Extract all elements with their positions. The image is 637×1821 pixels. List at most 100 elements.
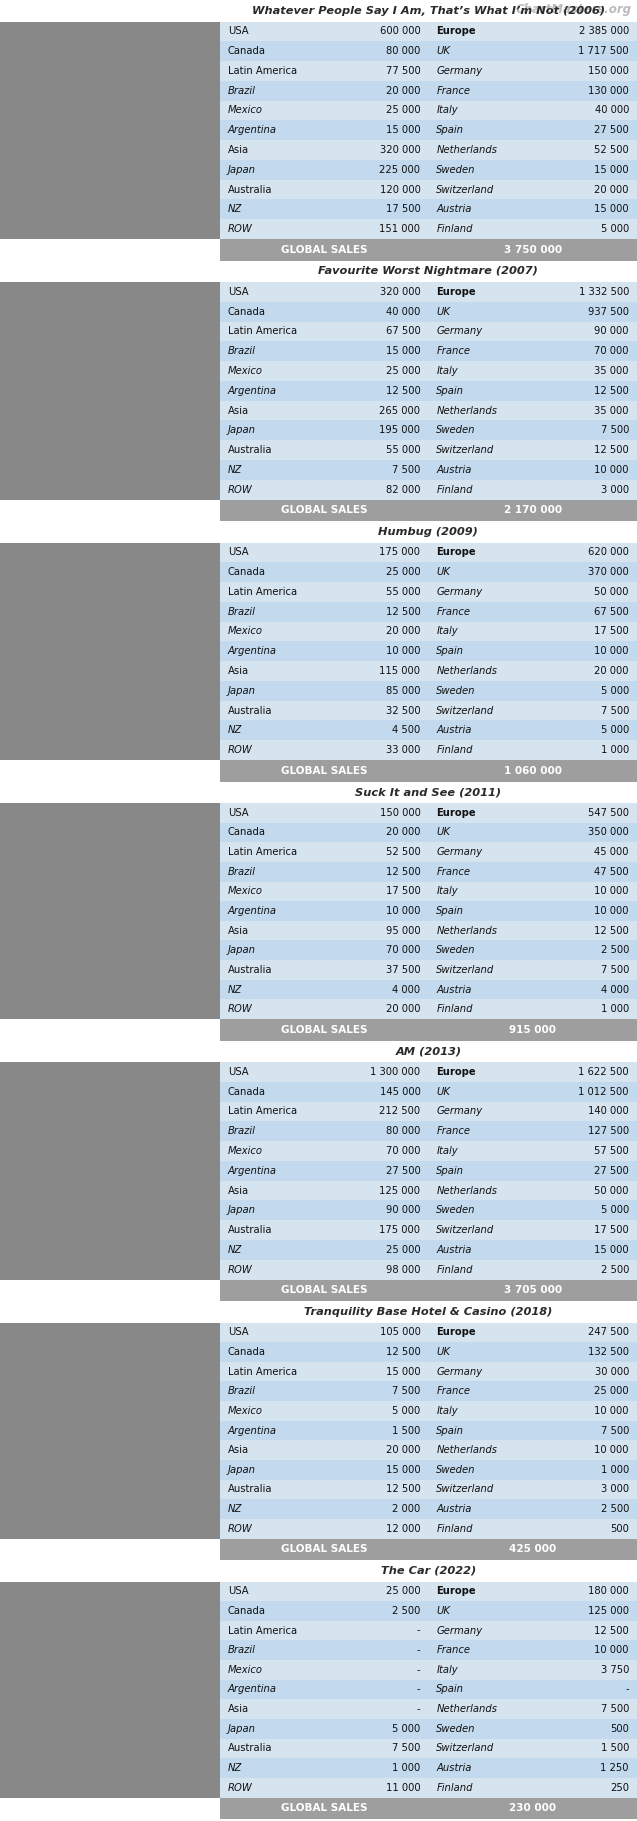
- Bar: [429, 22, 637, 42]
- Text: Netherlands: Netherlands: [436, 1185, 497, 1196]
- Text: 20 000: 20 000: [386, 86, 420, 97]
- Bar: [429, 239, 637, 260]
- Text: Canada: Canada: [228, 1606, 266, 1615]
- Bar: [220, 1322, 429, 1342]
- Bar: [220, 1122, 429, 1142]
- Text: 2 500: 2 500: [601, 1504, 629, 1513]
- Text: Mexico: Mexico: [228, 887, 263, 896]
- Bar: [220, 1739, 429, 1759]
- Bar: [429, 1499, 637, 1519]
- Text: 27 500: 27 500: [594, 126, 629, 135]
- Bar: [220, 1280, 429, 1300]
- Text: 90 000: 90 000: [594, 326, 629, 337]
- Bar: [220, 1200, 429, 1220]
- Text: Germany: Germany: [436, 1107, 482, 1116]
- Text: 1 060 000: 1 060 000: [504, 767, 562, 776]
- Bar: [429, 1160, 637, 1180]
- Text: 12 500: 12 500: [594, 1626, 629, 1635]
- Bar: [220, 322, 429, 341]
- Bar: [220, 479, 429, 499]
- Bar: [220, 940, 429, 960]
- Text: 32 500: 32 500: [386, 705, 420, 716]
- Text: 3 705 000: 3 705 000: [504, 1286, 562, 1295]
- Bar: [220, 803, 429, 823]
- Text: 175 000: 175 000: [380, 548, 420, 557]
- Text: Asia: Asia: [228, 925, 249, 936]
- Text: 1 000: 1 000: [601, 1003, 629, 1014]
- Text: 1 000: 1 000: [392, 1763, 420, 1774]
- Bar: [220, 1699, 429, 1719]
- Bar: [429, 641, 637, 661]
- Text: Italy: Italy: [436, 626, 458, 637]
- Text: 67 500: 67 500: [594, 606, 629, 617]
- Text: Italy: Italy: [436, 1406, 458, 1417]
- Text: 95 000: 95 000: [386, 925, 420, 936]
- Text: 20 000: 20 000: [386, 626, 420, 637]
- Text: Germany: Germany: [436, 1366, 482, 1377]
- Text: Austria: Austria: [436, 725, 472, 736]
- Text: Japan: Japan: [228, 1724, 256, 1734]
- Text: Switzerland: Switzerland: [436, 1743, 495, 1754]
- Text: 47 500: 47 500: [594, 867, 629, 876]
- Text: 25 000: 25 000: [386, 566, 420, 577]
- Bar: [429, 62, 637, 80]
- Text: 150 000: 150 000: [380, 809, 420, 818]
- Text: Australia: Australia: [228, 1226, 272, 1235]
- Text: 125 000: 125 000: [380, 1185, 420, 1196]
- Text: 10 000: 10 000: [594, 907, 629, 916]
- Bar: [220, 1020, 429, 1040]
- Text: Argentina: Argentina: [228, 646, 276, 656]
- Text: 70 000: 70 000: [594, 346, 629, 357]
- Text: 17 500: 17 500: [385, 887, 420, 896]
- Bar: [220, 282, 429, 302]
- Text: 30 000: 30 000: [594, 1366, 629, 1377]
- Bar: [0, 282, 220, 499]
- Bar: [220, 80, 429, 100]
- Text: Germany: Germany: [436, 586, 482, 597]
- Text: 10 000: 10 000: [594, 464, 629, 475]
- Bar: [220, 1621, 429, 1641]
- Text: 40 000: 40 000: [386, 306, 420, 317]
- Text: 3 000: 3 000: [601, 1484, 629, 1495]
- Text: -: -: [417, 1626, 420, 1635]
- Bar: [429, 1797, 637, 1819]
- Bar: [220, 759, 429, 781]
- Text: Tranquility Base Hotel & Casino (2018): Tranquility Base Hotel & Casino (2018): [304, 1307, 552, 1317]
- Bar: [220, 1777, 429, 1797]
- Text: 57 500: 57 500: [594, 1145, 629, 1156]
- Text: Whatever People Say I Am, That’s What I’m Not (2006): Whatever People Say I Am, That’s What I’…: [252, 5, 605, 16]
- Bar: [220, 861, 429, 881]
- Bar: [220, 341, 429, 361]
- Text: UK: UK: [436, 306, 450, 317]
- Bar: [429, 1260, 637, 1280]
- Text: 45 000: 45 000: [594, 847, 629, 858]
- Bar: [220, 401, 429, 421]
- Text: 12 500: 12 500: [594, 386, 629, 395]
- Bar: [429, 1020, 637, 1040]
- Bar: [429, 1082, 637, 1102]
- Bar: [220, 823, 429, 843]
- Bar: [429, 1220, 637, 1240]
- Text: Europe: Europe: [436, 25, 476, 36]
- Text: 35 000: 35 000: [594, 366, 629, 375]
- Text: GLOBAL SALES: GLOBAL SALES: [281, 1544, 368, 1555]
- Text: 85 000: 85 000: [386, 687, 420, 696]
- Text: NZ: NZ: [228, 464, 242, 475]
- Text: Spain: Spain: [436, 1426, 464, 1435]
- Text: Japan: Japan: [228, 945, 256, 956]
- Text: 55 000: 55 000: [386, 444, 420, 455]
- Bar: [429, 441, 637, 461]
- Bar: [220, 960, 429, 980]
- Text: 3 000: 3 000: [601, 484, 629, 495]
- Text: Sweden: Sweden: [436, 164, 476, 175]
- Bar: [0, 803, 220, 1020]
- Text: 10 000: 10 000: [594, 1644, 629, 1655]
- Bar: [220, 1142, 429, 1160]
- Text: 20 000: 20 000: [594, 666, 629, 676]
- Bar: [429, 302, 637, 322]
- Bar: [220, 1519, 429, 1539]
- Text: UK: UK: [436, 1606, 450, 1615]
- Bar: [429, 140, 637, 160]
- Text: 1 500: 1 500: [392, 1426, 420, 1435]
- Text: 4 500: 4 500: [392, 725, 420, 736]
